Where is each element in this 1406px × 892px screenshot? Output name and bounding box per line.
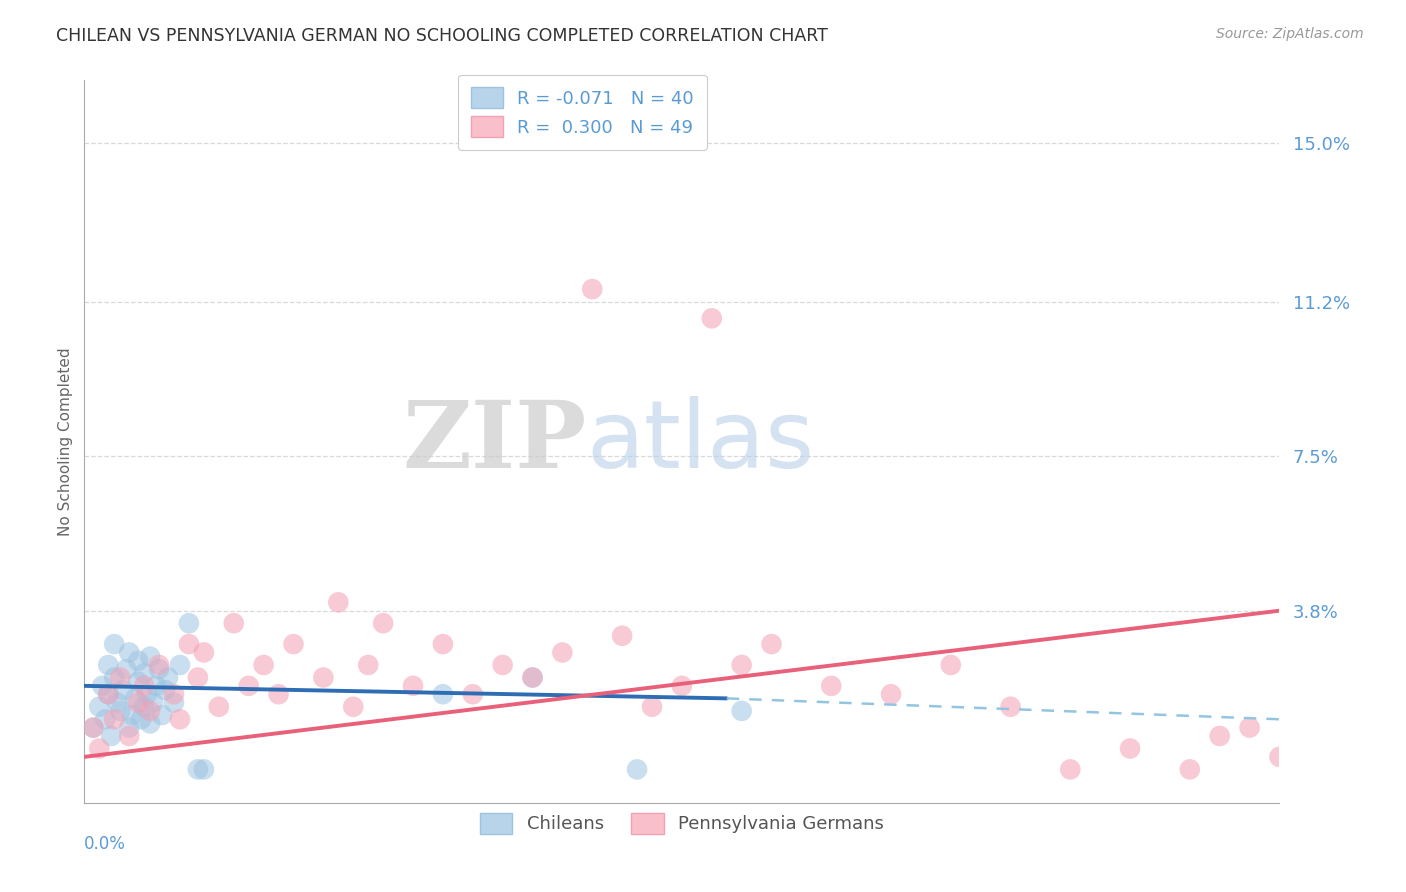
Point (127, 696, 149, 710)
Point (1178, 763, 1201, 777)
Point (89, 699, 111, 714)
Point (110, 704, 132, 718)
Point (700, 311, 723, 326)
Point (581, 282, 603, 296)
Point (115, 662, 138, 676)
Point (357, 657, 380, 672)
Point (127, 654, 149, 668)
Point (139, 716, 162, 731)
Point (169, 657, 191, 672)
Point (328, 595, 350, 609)
Point (112, 683, 135, 698)
Point (731, 657, 754, 672)
Point (177, 637, 200, 651)
Point (97, 687, 120, 701)
Point (612, 629, 634, 643)
Point (373, 616, 395, 631)
Point (641, 699, 664, 714)
Point (193, 763, 215, 777)
Point (492, 657, 515, 672)
Point (193, 645, 215, 659)
Text: Source: ZipAtlas.com: Source: ZipAtlas.com (1216, 27, 1364, 41)
Point (1268, 749, 1291, 764)
Point (103, 712, 125, 726)
Point (118, 645, 141, 659)
Point (89, 741, 111, 756)
Point (432, 687, 454, 701)
Point (121, 708, 143, 723)
Point (97, 687, 120, 701)
Point (132, 666, 156, 681)
Point (1209, 729, 1232, 743)
Point (145, 679, 167, 693)
Y-axis label: No Schooling Completed: No Schooling Completed (58, 347, 73, 536)
Text: CHILEAN VS PENNSYLVANIA GERMAN NO SCHOOLING COMPLETED CORRELATION CHART: CHILEAN VS PENNSYLVANIA GERMAN NO SCHOOL… (56, 27, 828, 45)
Point (118, 721, 141, 735)
Point (110, 671, 132, 685)
Point (103, 671, 125, 685)
Point (153, 683, 176, 698)
Point (342, 699, 364, 714)
Point (150, 708, 173, 723)
Point (551, 645, 574, 659)
Point (1000, 699, 1022, 714)
Point (91, 679, 114, 693)
Point (169, 712, 191, 726)
Point (129, 712, 152, 726)
Point (1059, 763, 1081, 777)
Point (82, 721, 104, 735)
Point (97, 657, 120, 672)
Point (132, 699, 156, 714)
Legend: Chileans, Pennsylvania Germans: Chileans, Pennsylvania Germans (472, 805, 891, 841)
Point (253, 657, 276, 672)
Point (238, 679, 260, 693)
Point (222, 616, 245, 631)
Point (1239, 721, 1261, 735)
Point (100, 729, 122, 743)
Point (148, 662, 170, 676)
Point (187, 671, 209, 685)
Point (312, 671, 335, 685)
Point (136, 687, 159, 701)
Point (103, 637, 125, 651)
Point (118, 729, 141, 743)
Point (522, 671, 544, 685)
Point (761, 637, 783, 651)
Point (132, 679, 156, 693)
Point (880, 687, 903, 701)
Point (139, 649, 162, 664)
Point (461, 687, 484, 701)
Text: 0.0%: 0.0% (84, 835, 127, 854)
Text: atlas: atlas (586, 395, 814, 488)
Point (522, 671, 544, 685)
Point (148, 657, 170, 672)
Point (163, 687, 186, 701)
Point (139, 704, 162, 718)
Point (820, 679, 842, 693)
Point (187, 763, 209, 777)
Point (402, 679, 425, 693)
Point (142, 696, 165, 710)
Point (82, 721, 104, 735)
Point (671, 679, 693, 693)
Point (283, 637, 305, 651)
Point (731, 704, 754, 718)
Point (267, 687, 290, 701)
Point (626, 763, 648, 777)
Point (163, 696, 186, 710)
Point (105, 696, 128, 710)
Point (177, 616, 200, 631)
Point (432, 637, 454, 651)
Text: ZIP: ZIP (402, 397, 586, 486)
Point (939, 657, 962, 672)
Point (124, 691, 146, 706)
Point (1119, 741, 1142, 756)
Point (157, 671, 180, 685)
Point (94, 712, 117, 726)
Point (127, 674, 149, 689)
Point (208, 699, 231, 714)
